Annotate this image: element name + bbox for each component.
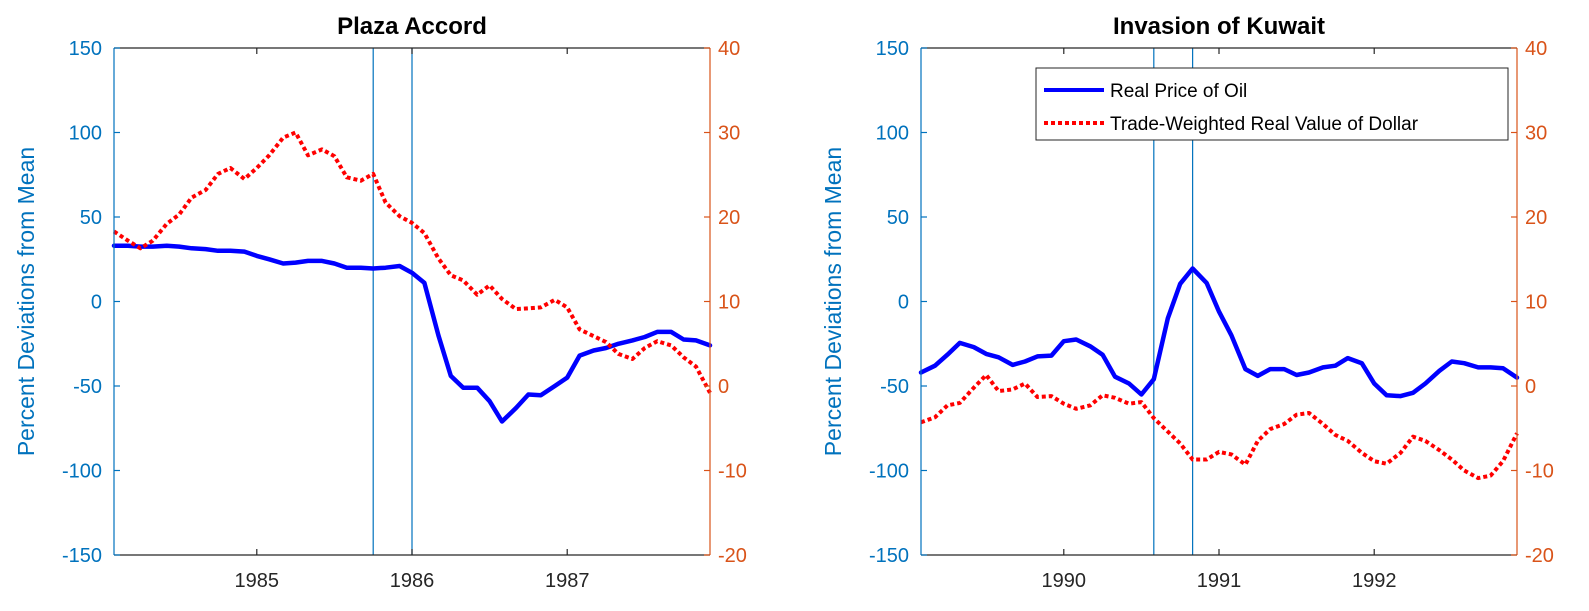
- y-tick-label: 100: [876, 123, 909, 145]
- dollar-series-line: [920, 373, 1519, 481]
- x-tick-label: 1987: [545, 570, 590, 592]
- y-tick-label: -50: [880, 376, 909, 398]
- x-tick-label: 1990: [1042, 570, 1087, 592]
- oil-price-series-line: [918, 266, 1520, 399]
- y2-tick-label: 10: [718, 292, 740, 314]
- y2-tick-label: 30: [718, 123, 740, 145]
- y2-tick-label: -10: [718, 461, 747, 483]
- y2-tick-label: 10: [1525, 292, 1547, 314]
- legend-label: Real Price of Oil: [1110, 81, 1247, 102]
- x-tick-label: 1992: [1352, 570, 1397, 592]
- y2-tick-label: 20: [718, 207, 740, 229]
- x-tick-label: 1991: [1197, 570, 1242, 592]
- y2-tick-label: 30: [1525, 123, 1547, 145]
- legend: Real Price of Oil Trade-Weighted Real Val…: [1035, 67, 1509, 141]
- y-tick-label: 150: [876, 38, 909, 60]
- y2-tick-label: 40: [1525, 38, 1547, 60]
- y-tick-label: 100: [69, 123, 102, 145]
- y-tick-label: 0: [898, 292, 909, 314]
- y-tick-label: 150: [69, 38, 102, 60]
- legend-label: Trade-Weighted Real Value of Dollar: [1110, 114, 1419, 135]
- y-tick-label: -50: [73, 376, 102, 398]
- y2-tick-label: -20: [1525, 545, 1554, 567]
- y2-tick-label: -20: [718, 545, 747, 567]
- legend-box: [1035, 67, 1509, 141]
- y2-tick-label: 40: [718, 38, 740, 60]
- y-axis-label: Percent Deviations from Mean: [13, 147, 39, 456]
- y-tick-label: -100: [869, 461, 909, 483]
- x-tick-label: 1985: [235, 570, 280, 592]
- y2-tick-label: -10: [1525, 461, 1554, 483]
- y2-tick-label: 0: [718, 376, 729, 398]
- dollar-series-line: [112, 130, 712, 394]
- y2-tick-label: 0: [1525, 376, 1536, 398]
- y-axis-label: Percent Deviations from Mean: [820, 147, 846, 456]
- y-tick-label: 50: [887, 207, 909, 229]
- y-tick-label: 0: [91, 292, 102, 314]
- y-tick-label: 50: [80, 207, 102, 229]
- chart-title: Plaza Accord: [337, 13, 487, 40]
- y-tick-label: -100: [62, 461, 102, 483]
- y-tick-label: -150: [62, 545, 102, 567]
- x-tick-label: 1986: [390, 570, 435, 592]
- y-tick-label: -150: [869, 545, 909, 567]
- chart-title: Invasion of Kuwait: [1113, 13, 1325, 40]
- y2-tick-label: 20: [1525, 207, 1547, 229]
